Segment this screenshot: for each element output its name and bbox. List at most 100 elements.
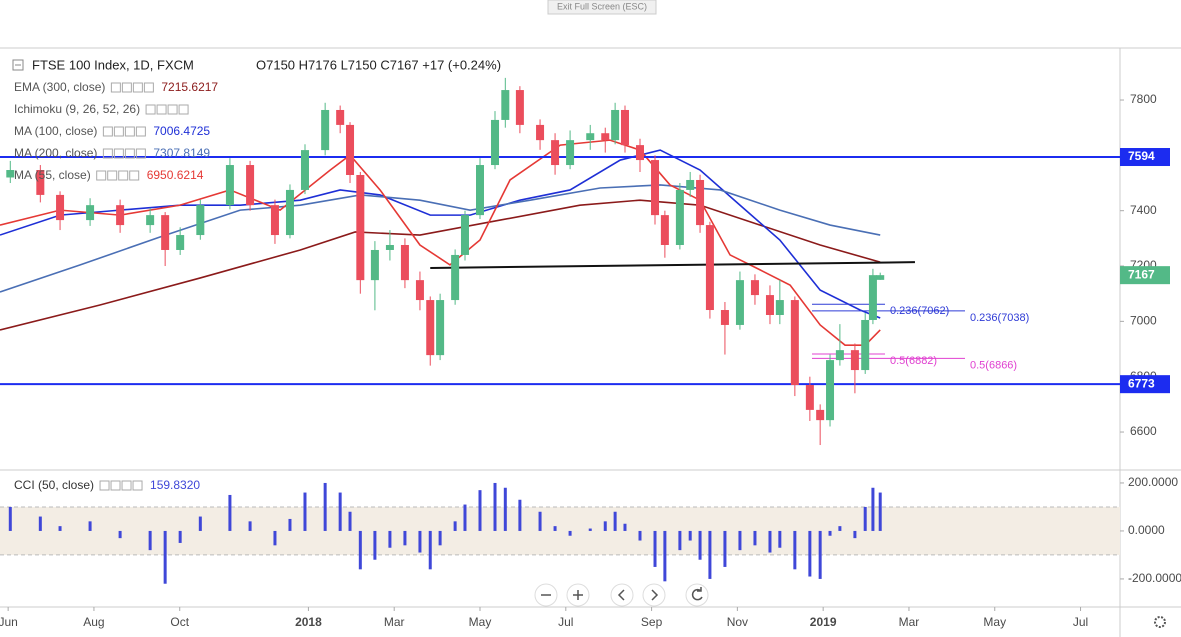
exit-label[interactable]: Exit Full Screen (ESC) [557,1,647,11]
cci-bar [518,499,522,531]
candle-body [246,165,255,206]
scroll-left-button[interactable] [610,583,634,607]
cci-bar [453,521,457,531]
cci-value: 159.8320 [150,478,200,492]
y-tick-label: 6600 [1130,424,1157,438]
collapse-icon[interactable] [12,59,24,71]
legend-icon[interactable] [96,170,107,181]
candle-body [876,275,885,280]
cci-bar [418,530,422,553]
candle-body [285,189,294,236]
candle-body [861,319,870,371]
legend-icon[interactable] [121,82,132,93]
candle-body [300,150,309,190]
legend-name: MA (100, close) [14,124,97,138]
exit-button[interactable] [547,0,657,15]
cci-bar [273,530,277,546]
legend-icon[interactable] [129,170,140,181]
candle-body [586,133,595,141]
candle-body [620,109,629,146]
candle-body [6,170,15,178]
candle-body [491,119,500,166]
x-tick-label: Mar [899,615,920,629]
candle-body [696,179,705,226]
candle-body [720,310,729,325]
cci-bar [663,530,667,582]
cci-bar [768,530,772,553]
cci-bar [403,530,407,546]
cci-bar [538,511,542,531]
candle-body [765,295,774,315]
legend-icon[interactable] [132,480,143,491]
cci-bar [163,530,167,584]
cci-pane [0,482,1120,584]
legend-icon[interactable] [110,480,121,491]
candle-body [86,205,95,221]
cci-bar [438,530,442,546]
candle-body [56,194,65,221]
legend-icon[interactable] [113,126,124,137]
fib-label: 0.236(7038) [970,312,1029,324]
cci-bar [553,526,557,531]
legend-icon[interactable] [135,126,146,137]
legend-icon[interactable] [102,126,113,137]
candle-body [805,384,814,410]
cci-bar [118,530,122,539]
cci-bar [478,490,482,531]
candle-body [346,124,355,175]
legend-icon[interactable] [121,480,132,491]
legend-icon[interactable] [99,480,110,491]
legend-icon[interactable] [107,170,118,181]
candle-body [270,205,279,236]
scroll-right-button[interactable] [642,583,666,607]
legend-icon[interactable] [178,104,189,115]
navigation [534,583,1166,628]
candle-body [826,360,835,421]
legend-icon[interactable] [143,82,154,93]
candle-body [705,225,714,311]
candle-body [400,244,409,281]
reset-button[interactable] [685,583,709,607]
cci-bar [603,521,607,531]
cci-bar [853,530,857,539]
y-tick-label: 0.0000 [1128,523,1165,537]
ohlc-summary: O7150 H7176 L7150 C7167 +17 (+0.24%) [256,57,501,72]
legend-icon[interactable] [102,148,113,159]
candle-body [735,280,744,325]
legend-icon[interactable] [145,104,156,115]
fib-label: 0.5(6866) [970,359,1017,371]
legend-icon[interactable] [167,104,178,115]
legend-icon[interactable] [124,126,135,137]
legend-value: 7215.6217 [161,80,218,94]
indicator-line [0,199,881,331]
cci-bar [568,530,572,536]
cci-bar [838,526,842,531]
cci-bar [373,530,377,560]
cci-bar [38,516,42,531]
candle-body [385,244,394,250]
legend-icon[interactable] [113,148,124,159]
candle-body [601,133,610,141]
legend-icon[interactable] [132,82,143,93]
settings-icon[interactable] [1154,616,1166,628]
cci-bar [698,530,702,560]
axes: -200.00000.0000200.000066006800700072007… [0,92,1181,629]
cci-bar [288,518,292,531]
cci-bar [688,530,692,541]
legend-icon[interactable] [118,170,129,181]
legend-icon[interactable] [135,148,146,159]
y-tick-label: 7800 [1130,92,1157,106]
candle-body [775,300,784,315]
candle-body [611,109,620,141]
trendline [430,261,915,269]
level-label: 6773 [1128,376,1155,390]
candle-body [476,165,484,216]
cci-bar [428,530,432,570]
cci-bar [463,504,467,531]
cci-bar [753,530,757,546]
zoom-in-icon [573,590,583,600]
legend-icon[interactable] [124,148,135,159]
legend-icon[interactable] [110,82,121,93]
legend-icon[interactable] [156,104,167,115]
